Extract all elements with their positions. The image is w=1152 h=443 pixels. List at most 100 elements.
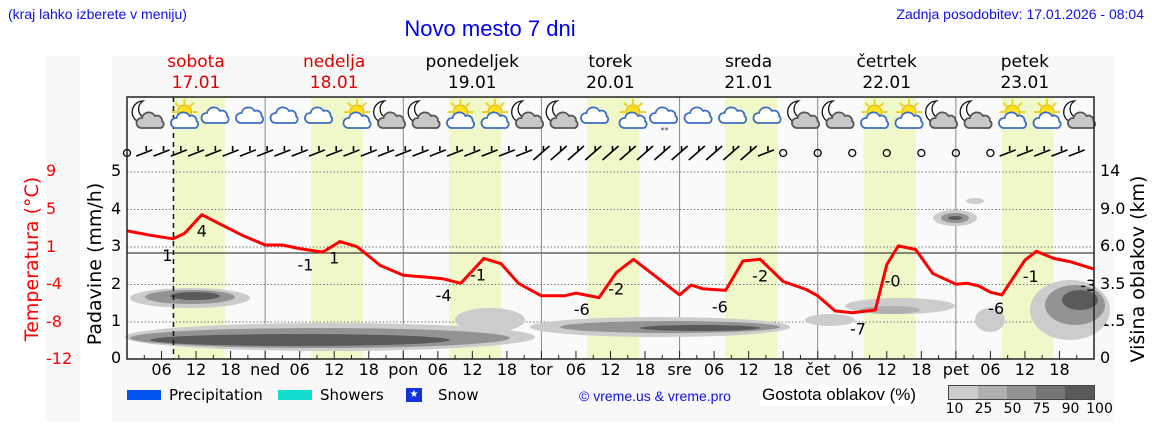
x-axis-label: 18 [220, 360, 241, 379]
x-axis-label: pet [942, 360, 969, 379]
temperature-tick: -12 [46, 349, 73, 368]
moon-cloud-icon [511, 100, 545, 129]
day-header: torek 20.01 [541, 52, 679, 94]
density-scale-label: 90 [1061, 401, 1080, 417]
day-name: sreda [724, 52, 773, 72]
cloud-density [805, 314, 855, 326]
x-axis-label: 12 [738, 360, 759, 379]
day-name: četrtek [856, 52, 917, 72]
moon-cloud-icon [959, 100, 993, 129]
x-axis-label: 18 [911, 360, 932, 379]
temperature-annotation: -2 [608, 280, 624, 299]
density-scale-label: 75 [1032, 401, 1051, 417]
wind-barb-icon [205, 149, 222, 157]
x-axis-label: tor [530, 360, 553, 379]
cloud-icon [752, 106, 782, 124]
moon-cloud-icon [131, 100, 165, 129]
wind-barb-icon [325, 149, 343, 157]
sun-cloud-icon [446, 99, 476, 129]
daylight-band [587, 97, 640, 359]
daylight-band [725, 97, 778, 359]
x-axis-label: sre [667, 360, 692, 379]
wind-barb-icon [464, 149, 481, 157]
density-scale-label: 50 [1003, 401, 1022, 417]
wind-barb-icon [308, 149, 326, 157]
wind-barb-icon [757, 149, 775, 157]
day-date: 17.01 [171, 73, 221, 93]
sun-cloud-icon [998, 99, 1028, 129]
temperature-tick: -4 [46, 274, 62, 293]
sun-cloud-icon [894, 99, 924, 129]
temperature-annotation: -3 [1080, 276, 1096, 295]
temperature-annotation: -6 [988, 299, 1004, 318]
cloud-density [975, 308, 1005, 332]
wind-barb-icon [550, 145, 568, 161]
sun-cloud-icon [480, 99, 510, 129]
x-axis-label: 06 [703, 360, 725, 379]
wind-calm-icon [813, 148, 822, 158]
x-axis-label: 12 [1014, 360, 1036, 379]
density-scale-label: 25 [974, 401, 993, 417]
x-axis-label: 12 [600, 360, 621, 379]
precipitation-tick: 4 [111, 199, 122, 218]
wind-barb-icon [532, 145, 550, 161]
cloud-icon [269, 106, 299, 124]
x-axis-label: 18 [358, 360, 379, 379]
day-date: 18.01 [309, 73, 359, 93]
cloud-density [948, 216, 962, 220]
wind-calm-icon [882, 148, 891, 158]
cloud-icon [718, 106, 748, 124]
cloud-height-tick: 3.5 [1100, 274, 1126, 293]
sun-cloud-icon [170, 99, 200, 129]
snow-icon: ★ [406, 388, 422, 402]
wind-barb-icon [619, 145, 637, 161]
day-date: 19.01 [447, 73, 497, 93]
legend-precipitation-label: Precipitation [169, 386, 263, 404]
wind-calm-icon [848, 148, 857, 158]
cloud-height-tick: 9.0 [1100, 199, 1126, 218]
wind-barb-icon [170, 149, 188, 157]
daylight-band [863, 97, 916, 359]
daylight-band [173, 97, 225, 359]
day-name: petek [1000, 52, 1049, 72]
last-updated: Zadnja posodobitev: 17.01.2026 - 08:04 [896, 6, 1144, 22]
copyright-link[interactable]: © vreme.us & vreme.pro [579, 388, 731, 404]
wind-barb-icon [343, 149, 360, 157]
cloud-density [1062, 290, 1098, 310]
wind-barb-icon [291, 149, 308, 157]
wind-barb-icon [1068, 149, 1086, 157]
density-swatch [949, 386, 978, 399]
temperature-annotation: -1 [297, 256, 313, 275]
wind-barb-icon [515, 149, 533, 157]
temperature-annotation: 4 [197, 222, 207, 241]
wind-barb-icon [429, 149, 447, 157]
temperature-annotation: 1 [162, 246, 172, 265]
temperature-annotation: -6 [712, 297, 728, 316]
cloud-height-tick: 14 [1100, 161, 1121, 180]
moon-cloud-icon [407, 100, 441, 129]
wind-barb-icon [239, 149, 257, 157]
wind-barb-icon [584, 145, 602, 161]
temperature-annotation: -2 [752, 266, 768, 285]
temperature-tick: 5 [46, 199, 57, 218]
legend-showers: Showers [278, 386, 384, 404]
cloud-height-tick: 0 [1100, 348, 1111, 367]
moon-cloud-icon [545, 100, 579, 129]
temperature-annotation: -7 [850, 320, 866, 339]
density-swatch [1036, 386, 1065, 399]
temperature-annotation: -1 [470, 265, 486, 284]
density-scale-label: 100 [1086, 401, 1113, 417]
temp-axis-panel [45, 56, 80, 422]
cloud-density [640, 325, 760, 331]
moon-cloud-icon [373, 100, 407, 129]
day-header: sreda 21.01 [680, 52, 818, 94]
temperature-annotation: -1 [1023, 267, 1039, 286]
sun-cloud-icon [1032, 99, 1062, 129]
x-axis-label: ned [250, 360, 281, 379]
legend-showers-label: Showers [320, 386, 384, 404]
cloud-density-label: Gostota oblakov (%) [760, 385, 919, 405]
svg-text:**: ** [661, 126, 669, 135]
wind-calm-icon [951, 148, 961, 158]
wind-barb-icon [722, 145, 740, 161]
x-axis-label: 18 [634, 360, 656, 379]
